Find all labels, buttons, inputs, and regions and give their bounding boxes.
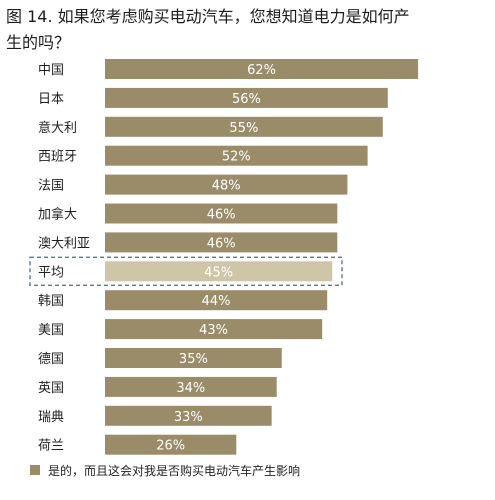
bar-11 bbox=[105, 376, 277, 397]
bar-5 bbox=[105, 203, 338, 224]
bar-chart: 中国 62% 日本 56% 意大利 55% 西班牙 52% 法国 48% 加拿大 46% 澳大利亚 46%… bbox=[29, 59, 419, 455]
category-label-4: 法国 bbox=[38, 179, 64, 194]
bar-3 bbox=[105, 145, 368, 166]
category-label-1: 日本 bbox=[38, 92, 64, 107]
legend: 是的，而且这会对我是否购买电动汽车产生影响 bbox=[30, 462, 300, 478]
bar-2 bbox=[105, 116, 383, 137]
category-label-2: 意大利 bbox=[38, 120, 77, 136]
category-label-10: 德国 bbox=[38, 352, 64, 367]
bar-8 bbox=[105, 290, 328, 311]
bar-13 bbox=[105, 434, 237, 455]
category-label-6: 澳大利亚 bbox=[38, 235, 90, 251]
value-label-4: 48% bbox=[212, 179, 241, 194]
value-label-7: 45% bbox=[204, 265, 233, 280]
value-label-9: 43% bbox=[199, 323, 228, 338]
legend-label: 是的，而且这会对我是否购买电动汽车产生影响 bbox=[48, 463, 301, 478]
bar-1 bbox=[105, 87, 388, 108]
value-label-13: 26% bbox=[156, 439, 185, 454]
value-label-12: 33% bbox=[174, 410, 203, 425]
chart-title-line-2: 生的吗？ bbox=[6, 33, 71, 52]
bar-7 bbox=[105, 261, 333, 282]
value-label-3: 52% bbox=[222, 150, 251, 165]
chart-title: 图 14. 如果您考虑购买电动汽车，您想知道电力是如何产 生的吗？ bbox=[6, 4, 490, 56]
category-label-0: 中国 bbox=[38, 63, 64, 78]
category-label-13: 荷兰 bbox=[38, 439, 64, 454]
category-label-5: 加拿大 bbox=[38, 207, 77, 223]
bar-10 bbox=[105, 348, 282, 368]
value-label-0: 62% bbox=[247, 63, 276, 78]
bar-0 bbox=[105, 59, 419, 79]
value-label-6: 46% bbox=[207, 236, 236, 251]
value-label-2: 55% bbox=[229, 121, 258, 136]
category-label-3: 西班牙 bbox=[38, 150, 77, 165]
value-label-11: 34% bbox=[176, 381, 205, 396]
average-highlight-box bbox=[29, 256, 343, 286]
bar-6 bbox=[105, 232, 338, 253]
chart-title-line-1: 图 14. 如果您考虑购买电动汽车，您想知道电力是如何产 bbox=[6, 7, 410, 26]
value-label-5: 46% bbox=[207, 208, 236, 223]
value-label-1: 56% bbox=[232, 92, 261, 107]
category-label-8: 韩国 bbox=[38, 294, 64, 309]
category-label-7: 平均 bbox=[38, 265, 64, 280]
value-label-8: 44% bbox=[202, 294, 231, 309]
bar-4 bbox=[105, 174, 348, 195]
category-label-12: 瑞典 bbox=[38, 410, 64, 425]
bar-12 bbox=[105, 405, 272, 426]
legend-swatch bbox=[30, 465, 40, 475]
category-label-11: 英国 bbox=[38, 381, 64, 396]
bar-9 bbox=[105, 319, 323, 340]
category-label-9: 美国 bbox=[38, 323, 64, 338]
value-label-10: 35% bbox=[179, 352, 208, 367]
